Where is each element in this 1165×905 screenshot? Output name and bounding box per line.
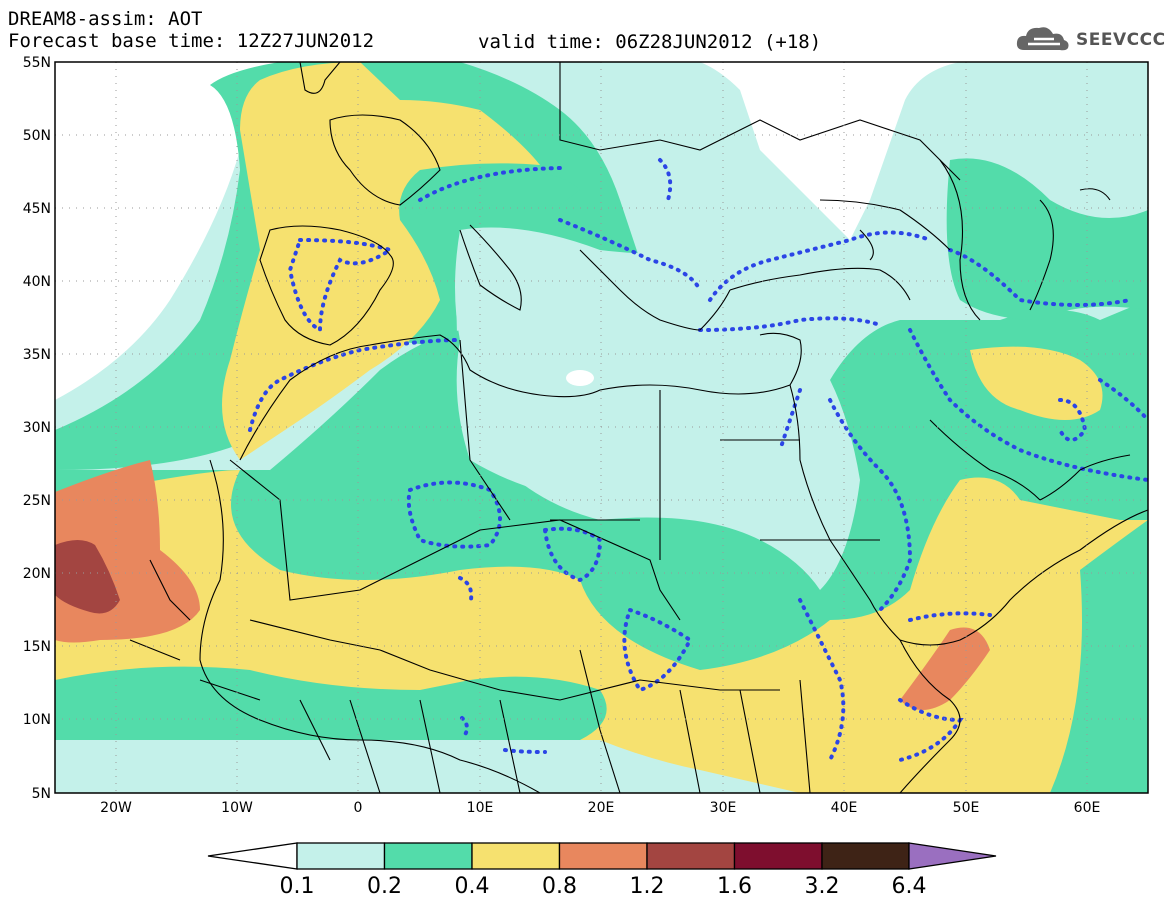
map-title: DREAM8-assim: AOT	[8, 8, 203, 30]
dust-contours	[248, 158, 1148, 762]
lat-label-50n: 50N	[23, 128, 51, 144]
aot-field-0.8b	[900, 627, 990, 710]
lat-label-20n: 20N	[23, 566, 51, 582]
colorbar-swatch-1	[296, 842, 386, 870]
lat-label-55n: 55N	[23, 55, 51, 71]
cloud-logo-icon	[1016, 27, 1069, 51]
colorbar	[207, 842, 997, 870]
lat-label-15n: 15N	[23, 639, 51, 655]
valid-time: valid time: 06Z28JUN2012 (+18)	[478, 31, 822, 53]
aot-field-0.2e	[55, 666, 607, 740]
lon-label-50e: 50E	[953, 800, 980, 816]
graticule	[55, 62, 1148, 793]
colorbar-label-0.4: 0.4	[455, 874, 490, 899]
aot-field-0.1b	[55, 740, 800, 793]
colorbar-swatch-2	[383, 842, 473, 870]
lat-label-45n: 45N	[23, 201, 51, 217]
lon-label-20w: 20W	[100, 800, 132, 816]
lat-label-35n: 35N	[23, 347, 51, 363]
lon-label-60e: 60E	[1074, 800, 1101, 816]
seevccc-logo: SEEVCCC	[1014, 22, 1165, 56]
map-frame	[54, 61, 1149, 794]
lon-label-40e: 40E	[831, 800, 858, 816]
lon-label-20e: 20E	[588, 800, 615, 816]
aot-field-1.2	[55, 540, 120, 614]
colorbar-labels: 0.1 0.2 0.4 0.8 1.2 1.6 3.2 6.4	[280, 874, 927, 899]
colorbar-swatch-3	[471, 842, 561, 870]
lon-label-10w: 10W	[221, 800, 253, 816]
colorbar-label-0.8: 0.8	[542, 874, 577, 899]
lat-axis: 55N 50N 45N 40N 35N 30N 25N 20N 15N 10N …	[23, 55, 51, 802]
lat-label-5n: 5N	[32, 786, 51, 802]
aot-field-0.2f	[1050, 520, 1148, 793]
colorbar-label-0.1: 0.1	[280, 874, 315, 899]
lat-label-40n: 40N	[23, 274, 51, 290]
colorbar-swatch-4	[558, 842, 648, 870]
colorbar-label-1.6: 1.6	[717, 874, 752, 899]
colorbar-label-6.4: 6.4	[892, 874, 927, 899]
colorbar-label-1.2: 1.2	[630, 874, 665, 899]
lat-label-25n: 25N	[23, 493, 51, 509]
lat-label-10n: 10N	[23, 712, 51, 728]
aot-fields	[55, 62, 1148, 793]
colorbar-label-3.2: 3.2	[805, 874, 840, 899]
lon-label-30e: 30E	[710, 800, 737, 816]
colorbar-label-0.2: 0.2	[367, 874, 402, 899]
forecast-base-time: Forecast base time: 12Z27JUN2012	[8, 30, 375, 52]
aot-field-0.1c	[455, 227, 834, 510]
aot-field-0.4	[222, 62, 540, 460]
lon-label-0: 0	[354, 800, 363, 816]
lon-label-10e: 10E	[467, 800, 494, 816]
lon-axis: 20W 10W 0 10E 20E 30E 40E 50E 60E	[100, 800, 1100, 816]
coastlines	[129, 62, 1148, 793]
colorbar-low-arrow	[207, 842, 298, 870]
aot-field-low	[566, 370, 594, 386]
colorbar-high-arrow	[908, 842, 997, 870]
lat-label-30n: 30N	[23, 420, 51, 436]
colorbar-swatch-7	[821, 842, 910, 870]
colorbar-swatch-6	[733, 842, 823, 870]
aot-field-0.2d	[399, 163, 580, 215]
colorbar-swatch-5	[646, 842, 736, 870]
logo-text: SEEVCCC	[1076, 30, 1165, 50]
